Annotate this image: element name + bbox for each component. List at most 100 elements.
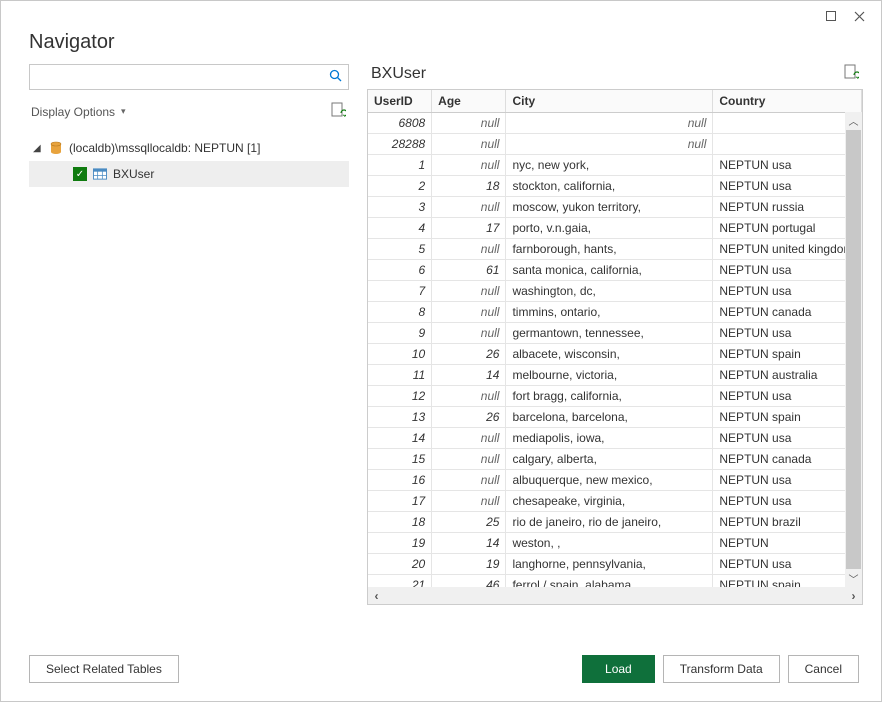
cell-userid: 17 [368,491,432,512]
cell-city: stockton, california, [506,176,713,197]
transform-data-button[interactable]: Transform Data [663,655,780,683]
table-row[interactable]: 6808nullnull [368,113,862,134]
tree-table-node[interactable]: ✓ BXUser [29,161,349,187]
close-icon [854,11,865,22]
table-row[interactable]: 3nullmoscow, yukon territory,NEPTUN russ… [368,197,862,218]
cell-country [713,134,862,155]
footer-left: Select Related Tables [29,655,179,683]
vertical-scrollbar[interactable]: ︿ ﹀ [845,112,862,587]
cell-userid: 28288 [368,134,432,155]
cancel-button[interactable]: Cancel [788,655,859,683]
cell-country: NEPTUN usa [713,281,862,302]
maximize-button[interactable] [817,4,845,28]
cell-userid: 19 [368,533,432,554]
table-row[interactable]: 5nullfarnborough, hants,NEPTUN united ki… [368,239,862,260]
cell-userid: 13 [368,407,432,428]
table-row[interactable]: 15nullcalgary, alberta,NEPTUN canada [368,449,862,470]
table-row[interactable]: 1nullnyc, new york,NEPTUN usa [368,155,862,176]
table-row[interactable]: 2019langhorne, pennsylvania,NEPTUN usa [368,554,862,575]
cell-userid: 6808 [368,113,432,134]
table-row[interactable]: 2146ferrol / spain, alabama,NEPTUN spain [368,575,862,588]
table-row[interactable]: 7nullwashington, dc,NEPTUN usa [368,281,862,302]
cell-city: germantown, tennessee, [506,323,713,344]
cell-userid: 1 [368,155,432,176]
scroll-left-arrow[interactable]: ‹ [368,587,385,604]
scroll-thumb[interactable] [846,130,861,569]
search-box[interactable] [29,64,349,90]
cell-country: NEPTUN usa [713,155,862,176]
maximize-icon [826,11,836,21]
table-row[interactable]: 661santa monica, california,NEPTUN usa [368,260,862,281]
table-row[interactable]: 1326barcelona, barcelona,NEPTUN spain [368,407,862,428]
cell-country: NEPTUN spain [713,344,862,365]
cell-age: null [432,302,506,323]
select-related-tables-button[interactable]: Select Related Tables [29,655,179,683]
table-row[interactable]: 1114melbourne, victoria,NEPTUN australia [368,365,862,386]
cell-userid: 20 [368,554,432,575]
table-row[interactable]: 17nullchesapeake, virginia,NEPTUN usa [368,491,862,512]
cell-age: null [432,470,506,491]
cell-age: 61 [432,260,506,281]
table-checkbox[interactable]: ✓ [73,167,87,181]
cell-country: NEPTUN portugal [713,218,862,239]
horizontal-scrollbar[interactable]: ‹ › [368,587,862,604]
col-header-city[interactable]: City [506,90,713,113]
table-row[interactable]: 14nullmediapolis, iowa,NEPTUN usa [368,428,862,449]
grid-scroll-area: UserID Age City Country 6808nullnull2828… [368,90,862,587]
table-row[interactable]: 9nullgermantown, tennessee,NEPTUN usa [368,323,862,344]
cell-country: NEPTUN [713,533,862,554]
cell-country: NEPTUN usa [713,470,862,491]
table-row[interactable]: 1914weston, ,NEPTUN [368,533,862,554]
cell-age: null [432,134,506,155]
table-row[interactable]: 12nullfort bragg, california,NEPTUN usa [368,386,862,407]
cell-age: 18 [432,176,506,197]
collapse-icon[interactable]: ◢ [33,143,43,154]
chevron-down-icon: ▾ [121,106,126,117]
table-row[interactable]: 16nullalbuquerque, new mexico,NEPTUN usa [368,470,862,491]
preview-title: BXUser [371,65,426,83]
table-row[interactable]: 218stockton, california,NEPTUN usa [368,176,862,197]
scroll-up-arrow[interactable]: ︿ [845,112,862,129]
grid-header-row: UserID Age City Country [368,90,862,113]
cell-country: NEPTUN united kingdom [713,239,862,260]
cell-userid: 4 [368,218,432,239]
table-row[interactable]: 1026albacete, wisconsin,NEPTUN spain [368,344,862,365]
cell-country: NEPTUN canada [713,449,862,470]
cell-country: NEPTUN canada [713,302,862,323]
cell-userid: 2 [368,176,432,197]
database-label: (localdb)\mssqllocaldb: NEPTUN [1] [69,141,260,155]
cell-city: null [506,113,713,134]
scroll-down-arrow[interactable]: ﹀ [845,570,862,587]
data-grid: UserID Age City Country 6808nullnull2828… [367,89,863,605]
display-options-label: Display Options [31,105,115,119]
cell-city: ferrol / spain, alabama, [506,575,713,588]
load-button[interactable]: Load [582,655,655,683]
col-header-country[interactable]: Country [713,90,862,113]
search-icon[interactable] [329,69,342,85]
cell-age: null [432,428,506,449]
cell-userid: 16 [368,470,432,491]
col-header-userid[interactable]: UserID [368,90,432,113]
refresh-icon[interactable] [331,102,347,121]
preview-refresh-icon[interactable] [844,64,859,83]
close-button[interactable] [845,4,873,28]
col-header-age[interactable]: Age [432,90,506,113]
cell-country: NEPTUN usa [713,428,862,449]
table-row[interactable]: 1825rio de janeiro, rio de janeiro,NEPTU… [368,512,862,533]
table-row[interactable]: 28288nullnull [368,134,862,155]
preview-pane: BXUser UserID Age Ci [367,64,863,639]
search-input[interactable] [36,70,329,84]
table-row[interactable]: 8nulltimmins, ontario,NEPTUN canada [368,302,862,323]
cell-age: null [432,239,506,260]
cell-country: NEPTUN usa [713,491,862,512]
tree-database-node[interactable]: ◢ (localdb)\mssqllocaldb: NEPTUN [1] [29,135,349,161]
cell-age: 14 [432,533,506,554]
display-options-dropdown[interactable]: Display Options ▾ [31,105,126,119]
cell-userid: 18 [368,512,432,533]
cell-country: NEPTUN usa [713,176,862,197]
cell-userid: 11 [368,365,432,386]
cell-age: 19 [432,554,506,575]
table-row[interactable]: 417porto, v.n.gaia,NEPTUN portugal [368,218,862,239]
cell-city: nyc, new york, [506,155,713,176]
scroll-right-arrow[interactable]: › [845,587,862,604]
